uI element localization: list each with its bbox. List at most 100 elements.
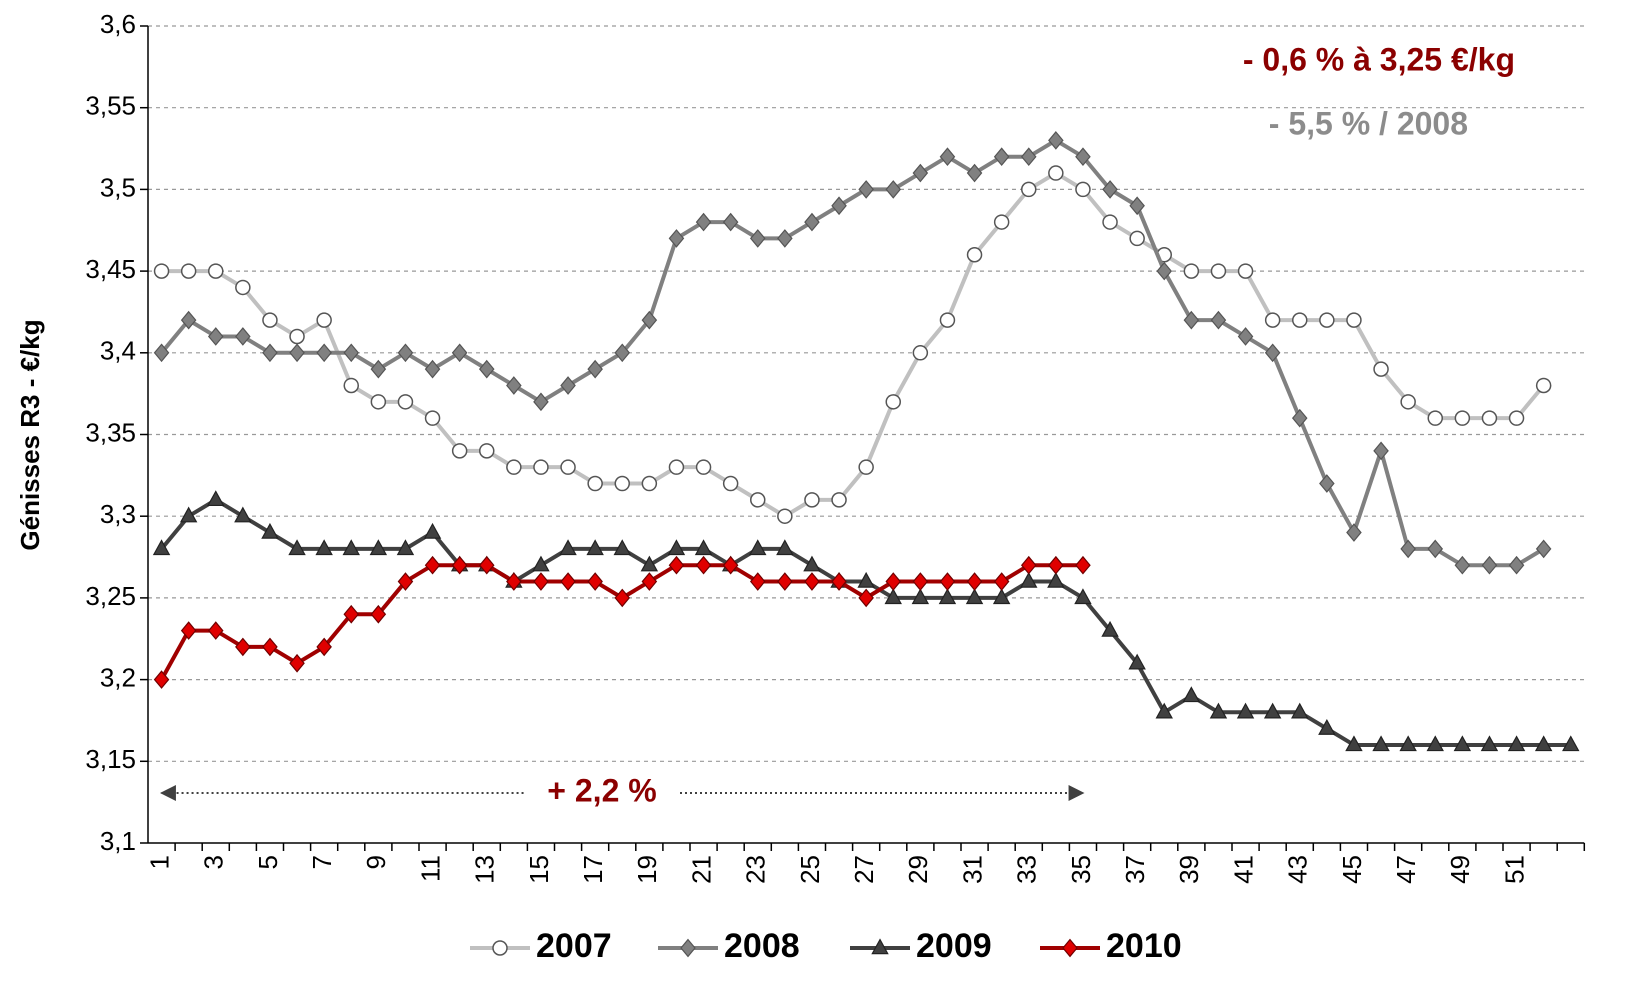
marker — [289, 328, 305, 345]
marker — [587, 359, 603, 379]
marker — [1508, 555, 1525, 575]
marker — [316, 312, 332, 328]
marker — [1453, 735, 1472, 752]
marker — [965, 588, 984, 605]
marker — [885, 180, 902, 199]
marker — [1062, 938, 1078, 958]
marker — [1399, 735, 1417, 752]
x-tick-label: 13 — [470, 855, 500, 884]
marker — [316, 343, 332, 363]
y-tick-label: 3,15 — [85, 744, 136, 774]
marker — [722, 555, 739, 575]
marker — [587, 475, 603, 492]
marker — [1373, 361, 1389, 377]
marker — [831, 492, 847, 508]
annotation: - 5,5 % / 2008 — [1269, 105, 1468, 141]
x-tick-label: 9 — [361, 855, 391, 869]
marker — [804, 572, 820, 591]
marker — [695, 212, 712, 232]
marker — [235, 279, 251, 296]
marker — [1319, 474, 1335, 493]
marker — [1048, 555, 1064, 575]
x-tick-label: 45 — [1337, 855, 1367, 884]
marker — [1454, 410, 1471, 426]
marker — [533, 572, 549, 591]
marker — [152, 539, 171, 556]
marker — [803, 555, 821, 572]
marker — [939, 572, 956, 591]
marker — [289, 343, 305, 363]
marker — [262, 312, 278, 328]
marker — [939, 312, 956, 328]
marker — [262, 343, 278, 363]
marker — [1427, 410, 1443, 426]
marker — [369, 539, 388, 556]
marker — [1372, 735, 1390, 752]
marker — [1535, 377, 1552, 394]
y-tick-label: 3,35 — [85, 417, 136, 447]
marker — [180, 310, 197, 330]
marker — [153, 263, 170, 279]
x-tick-label: 15 — [524, 855, 554, 884]
marker — [506, 572, 522, 591]
marker — [1534, 735, 1553, 752]
marker — [1426, 735, 1444, 752]
y-tick-label: 3,2 — [100, 662, 136, 692]
marker — [424, 410, 441, 426]
marker — [1346, 312, 1362, 328]
marker — [1101, 620, 1119, 637]
marker — [316, 637, 332, 657]
y-tick-label: 3,4 — [100, 336, 136, 366]
marker — [506, 376, 522, 395]
x-tick-label: 21 — [686, 855, 716, 884]
marker — [1020, 555, 1037, 575]
marker — [343, 343, 360, 363]
x-tick-label: 35 — [1066, 855, 1096, 884]
legend-item: 2010 — [1040, 927, 1182, 965]
marker — [235, 637, 251, 657]
y-tick-label: 3,6 — [100, 9, 136, 39]
marker — [179, 506, 198, 523]
y-tick-label: 3,45 — [85, 254, 136, 284]
marker — [1236, 702, 1255, 719]
x-tick-label: 47 — [1391, 855, 1421, 884]
x-tick-label: 17 — [578, 855, 608, 884]
marker — [1020, 571, 1038, 588]
annotation: - 0,6 % à 3,25 €/kg — [1243, 41, 1515, 77]
marker — [492, 940, 508, 956]
legend-label: 2009 — [916, 927, 992, 965]
y-tick-label: 3,25 — [85, 581, 136, 611]
marker — [614, 343, 631, 363]
marker — [1507, 735, 1526, 752]
marker — [1481, 555, 1498, 575]
marker — [1263, 702, 1282, 719]
marker — [180, 263, 197, 279]
marker — [207, 490, 225, 507]
marker — [1535, 539, 1552, 559]
x-tick-label: 23 — [741, 855, 771, 884]
marker — [451, 343, 468, 363]
legend-label: 2008 — [724, 927, 800, 965]
marker — [831, 572, 847, 591]
marker — [668, 555, 685, 575]
marker — [397, 572, 414, 591]
marker — [966, 163, 983, 183]
marker — [1075, 147, 1091, 167]
marker — [397, 343, 414, 363]
x-tick-label: 19 — [632, 855, 662, 884]
marker — [1075, 555, 1091, 575]
marker — [1264, 343, 1281, 363]
x-tick-label: 39 — [1174, 855, 1204, 884]
marker — [680, 938, 696, 958]
y-axis-label: Génisses R3 - €/kg — [15, 319, 45, 550]
marker — [423, 522, 442, 539]
marker — [750, 492, 766, 508]
marker — [235, 327, 251, 346]
marker — [1102, 214, 1118, 230]
marker — [1210, 263, 1227, 279]
marker — [993, 572, 1010, 591]
marker — [1156, 261, 1173, 281]
marker — [667, 539, 686, 556]
marker — [911, 588, 930, 605]
marker — [234, 506, 252, 523]
